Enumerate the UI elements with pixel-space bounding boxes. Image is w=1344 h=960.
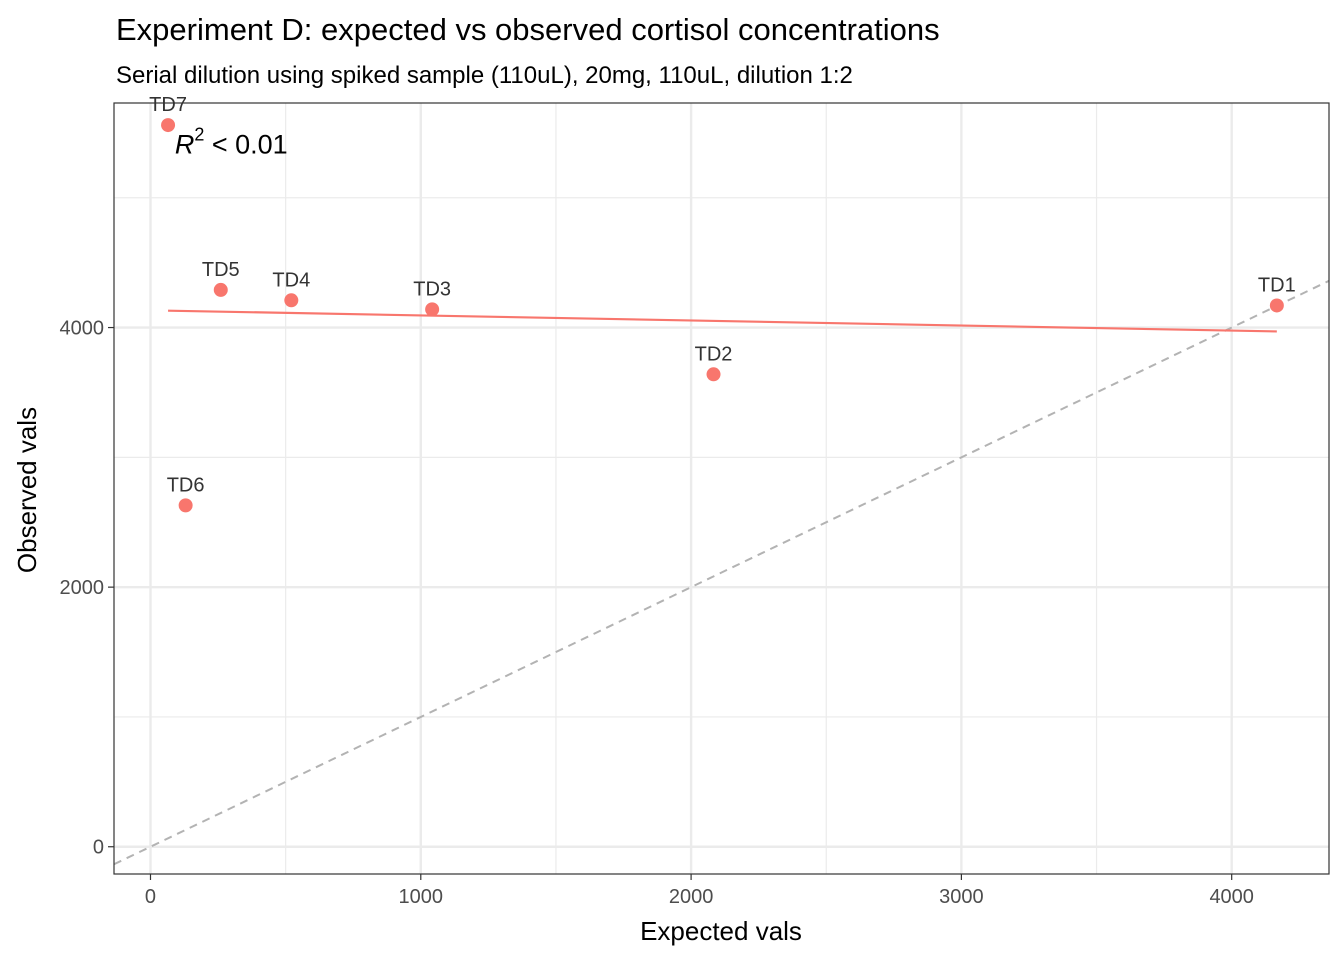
point-label: TD1 <box>1258 274 1296 296</box>
regression-line <box>168 309 1277 333</box>
data-point <box>1269 298 1284 313</box>
x-axis-title: Expected vals <box>640 916 802 946</box>
x-tick-label: 2000 <box>669 886 714 908</box>
data-point <box>425 302 440 317</box>
r-squared-value: < 0.01 <box>204 130 287 160</box>
y-tick-label: 4000 <box>60 318 105 340</box>
data-point <box>284 293 299 308</box>
data-point <box>706 367 721 382</box>
data-points <box>161 118 1284 513</box>
reference-lines <box>113 279 1330 866</box>
chart-title: Experiment D: expected vs observed corti… <box>116 12 940 47</box>
data-point <box>178 498 193 513</box>
r-squared-exponent: 2 <box>194 125 204 145</box>
point-label: TD2 <box>695 343 733 365</box>
y-axis-title: Observed vals <box>12 407 42 573</box>
x-tick-label: 0 <box>145 886 156 908</box>
r-squared-annotation: R2 < 0.01 <box>175 125 288 160</box>
point-label: TD7 <box>149 94 187 116</box>
panel-border <box>113 102 1330 875</box>
data-point <box>161 118 176 133</box>
r-squared-symbol: R <box>175 130 195 160</box>
x-tick-label: 3000 <box>939 886 984 908</box>
y-tick-label: 2000 <box>60 577 105 599</box>
point-label: TD6 <box>167 474 205 496</box>
point-label: TD3 <box>413 278 451 300</box>
x-tick-label: 4000 <box>1209 886 1254 908</box>
identity-line <box>113 279 1330 866</box>
chart-subtitle: Serial dilution using spiked sample (110… <box>116 62 853 89</box>
y-tick-label: 0 <box>93 837 104 859</box>
point-labels: TD1 TD2 TD3 TD4 TD5 TD6 TD7 <box>149 94 1296 496</box>
point-label: TD5 <box>202 259 240 281</box>
point-label: TD4 <box>272 269 310 291</box>
grid-lines <box>114 103 1329 874</box>
axes: 0 1000 2000 3000 4000 0 2000 4000 <box>60 318 1254 908</box>
data-point <box>213 282 228 297</box>
x-tick-label: 1000 <box>399 886 444 908</box>
